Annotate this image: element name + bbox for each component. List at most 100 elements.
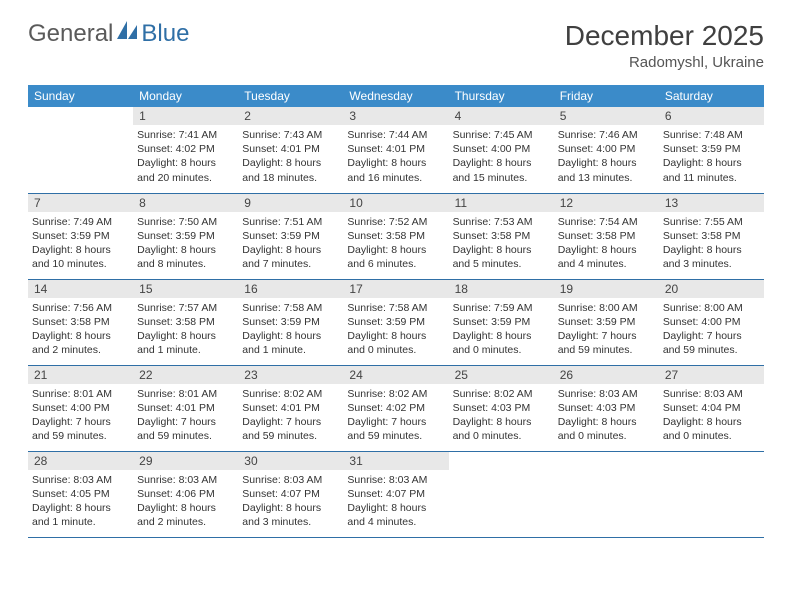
calendar-cell: 30 Sunrise: 8:03 AMSunset: 4:07 PMDayligh… (238, 451, 343, 537)
calendar-cell (449, 451, 554, 537)
day-header: Monday (133, 85, 238, 107)
day-info: Sunrise: 8:02 AMSunset: 4:01 PMDaylight:… (242, 387, 339, 444)
calendar-cell: 8 Sunrise: 7:50 AMSunset: 3:59 PMDaylight… (133, 193, 238, 279)
day-number: 21 (28, 366, 133, 384)
day-number: 24 (343, 366, 448, 384)
calendar-cell: 14 Sunrise: 7:56 AMSunset: 3:58 PMDayligh… (28, 279, 133, 365)
day-number: 11 (449, 194, 554, 212)
day-info: Sunrise: 8:03 AMSunset: 4:07 PMDaylight:… (242, 473, 339, 530)
calendar-cell: 17 Sunrise: 7:58 AMSunset: 3:59 PMDayligh… (343, 279, 448, 365)
calendar-cell (554, 451, 659, 537)
day-info: Sunrise: 7:49 AMSunset: 3:59 PMDaylight:… (32, 215, 129, 272)
calendar-cell: 12 Sunrise: 7:54 AMSunset: 3:58 PMDayligh… (554, 193, 659, 279)
day-info: Sunrise: 8:00 AMSunset: 4:00 PMDaylight:… (663, 301, 760, 358)
day-info: Sunrise: 7:51 AMSunset: 3:59 PMDaylight:… (242, 215, 339, 272)
month-title: December 2025 (565, 20, 764, 52)
calendar-cell: 26 Sunrise: 8:03 AMSunset: 4:03 PMDayligh… (554, 365, 659, 451)
calendar-cell: 9 Sunrise: 7:51 AMSunset: 3:59 PMDaylight… (238, 193, 343, 279)
day-info: Sunrise: 7:59 AMSunset: 3:59 PMDaylight:… (453, 301, 550, 358)
calendar-cell: 5Sunrise: 7:46 AMSunset: 4:00 PMDaylight… (554, 107, 659, 193)
logo-text-2: Blue (141, 20, 189, 48)
day-info: Sunrise: 8:03 AMSunset: 4:03 PMDaylight:… (558, 387, 655, 444)
day-info: Sunrise: 7:41 AMSunset: 4:02 PMDaylight:… (137, 128, 234, 185)
day-info: Sunrise: 7:50 AMSunset: 3:59 PMDaylight:… (137, 215, 234, 272)
calendar-cell: 11Sunrise: 7:53 AMSunset: 3:58 PMDayligh… (449, 193, 554, 279)
calendar-cell: 13 Sunrise: 7:55 AMSunset: 3:58 PMDayligh… (659, 193, 764, 279)
day-header: Friday (554, 85, 659, 107)
day-info: Sunrise: 8:02 AMSunset: 4:03 PMDaylight:… (453, 387, 550, 444)
day-number: 12 (554, 194, 659, 212)
day-number: 25 (449, 366, 554, 384)
day-number: 4 (449, 107, 554, 125)
day-number: 8 (133, 194, 238, 212)
calendar-cell: 4Sunrise: 7:45 AMSunset: 4:00 PMDaylight… (449, 107, 554, 193)
day-info: Sunrise: 8:03 AMSunset: 4:04 PMDaylight:… (663, 387, 760, 444)
day-number: 29 (133, 452, 238, 470)
calendar-cell: 3 Sunrise: 7:44 AMSunset: 4:01 PMDaylight… (343, 107, 448, 193)
calendar-cell: 23Sunrise: 8:02 AMSunset: 4:01 PMDayligh… (238, 365, 343, 451)
day-info: Sunrise: 7:48 AMSunset: 3:59 PMDaylight:… (663, 128, 760, 185)
day-info: Sunrise: 7:57 AMSunset: 3:58 PMDaylight:… (137, 301, 234, 358)
calendar-cell: 1 Sunrise: 7:41 AMSunset: 4:02 PMDaylight… (133, 107, 238, 193)
day-number: 19 (554, 280, 659, 298)
calendar-row: 21 Sunrise: 8:01 AMSunset: 4:00 PMDayligh… (28, 365, 764, 451)
day-number: 17 (343, 280, 448, 298)
calendar-row: 14 Sunrise: 7:56 AMSunset: 3:58 PMDayligh… (28, 279, 764, 365)
day-header: Sunday (28, 85, 133, 107)
title-block: December 2025 Radomyshl, Ukraine (565, 20, 764, 71)
day-header: Saturday (659, 85, 764, 107)
day-info: Sunrise: 8:00 AMSunset: 3:59 PMDaylight:… (558, 301, 655, 358)
day-number: 10 (343, 194, 448, 212)
day-number: 3 (343, 107, 448, 125)
calendar-cell: 24Sunrise: 8:02 AMSunset: 4:02 PMDayligh… (343, 365, 448, 451)
calendar-row: 1 Sunrise: 7:41 AMSunset: 4:02 PMDaylight… (28, 107, 764, 193)
day-header: Tuesday (238, 85, 343, 107)
calendar-cell (659, 451, 764, 537)
day-info: Sunrise: 7:44 AMSunset: 4:01 PMDaylight:… (347, 128, 444, 185)
logo: General Blue (28, 20, 189, 48)
calendar-cell: 6 Sunrise: 7:48 AMSunset: 3:59 PMDaylight… (659, 107, 764, 193)
day-number: 26 (554, 366, 659, 384)
day-info: Sunrise: 7:43 AMSunset: 4:01 PMDaylight:… (242, 128, 339, 185)
calendar-cell: 20Sunrise: 8:00 AMSunset: 4:00 PMDayligh… (659, 279, 764, 365)
day-number: 2 (238, 107, 343, 125)
calendar-cell: 22 Sunrise: 8:01 AMSunset: 4:01 PMDayligh… (133, 365, 238, 451)
day-number: 16 (238, 280, 343, 298)
day-number: 6 (659, 107, 764, 125)
day-number: 27 (659, 366, 764, 384)
calendar-cell: 7Sunrise: 7:49 AMSunset: 3:59 PMDaylight… (28, 193, 133, 279)
day-number: 30 (238, 452, 343, 470)
calendar-body: 1 Sunrise: 7:41 AMSunset: 4:02 PMDaylight… (28, 107, 764, 537)
day-info: Sunrise: 8:03 AMSunset: 4:06 PMDaylight:… (137, 473, 234, 530)
day-info: Sunrise: 8:01 AMSunset: 4:00 PMDaylight:… (32, 387, 129, 444)
day-number: 15 (133, 280, 238, 298)
calendar-cell: 31Sunrise: 8:03 AMSunset: 4:07 PMDayligh… (343, 451, 448, 537)
calendar-cell: 25 Sunrise: 8:02 AMSunset: 4:03 PMDayligh… (449, 365, 554, 451)
day-number: 1 (133, 107, 238, 125)
calendar-cell: 29 Sunrise: 8:03 AMSunset: 4:06 PMDayligh… (133, 451, 238, 537)
calendar-cell: 27 Sunrise: 8:03 AMSunset: 4:04 PMDayligh… (659, 365, 764, 451)
day-header: Wednesday (343, 85, 448, 107)
day-info: Sunrise: 7:52 AMSunset: 3:58 PMDaylight:… (347, 215, 444, 272)
day-number: 22 (133, 366, 238, 384)
calendar-cell: 28Sunrise: 8:03 AMSunset: 4:05 PMDayligh… (28, 451, 133, 537)
calendar-cell: 16Sunrise: 7:58 AMSunset: 3:59 PMDayligh… (238, 279, 343, 365)
day-info: Sunrise: 8:01 AMSunset: 4:01 PMDaylight:… (137, 387, 234, 444)
day-number: 28 (28, 452, 133, 470)
calendar-row: 28Sunrise: 8:03 AMSunset: 4:05 PMDayligh… (28, 451, 764, 537)
day-info: Sunrise: 8:03 AMSunset: 4:07 PMDaylight:… (347, 473, 444, 530)
day-info: Sunrise: 7:54 AMSunset: 3:58 PMDaylight:… (558, 215, 655, 272)
day-number: 14 (28, 280, 133, 298)
calendar-cell: 19 Sunrise: 8:00 AMSunset: 3:59 PMDayligh… (554, 279, 659, 365)
day-number: 9 (238, 194, 343, 212)
calendar-cell: 10 Sunrise: 7:52 AMSunset: 3:58 PMDayligh… (343, 193, 448, 279)
day-info: Sunrise: 7:55 AMSunset: 3:58 PMDaylight:… (663, 215, 760, 272)
header: General Blue December 2025 Radomyshl, Uk… (28, 20, 764, 71)
day-number: 18 (449, 280, 554, 298)
day-header: Thursday (449, 85, 554, 107)
day-info: Sunrise: 7:46 AMSunset: 4:00 PMDaylight:… (558, 128, 655, 185)
day-number: 13 (659, 194, 764, 212)
day-info: Sunrise: 7:56 AMSunset: 3:58 PMDaylight:… (32, 301, 129, 358)
day-info: Sunrise: 7:58 AMSunset: 3:59 PMDaylight:… (347, 301, 444, 358)
logo-sail-icon (117, 20, 139, 48)
